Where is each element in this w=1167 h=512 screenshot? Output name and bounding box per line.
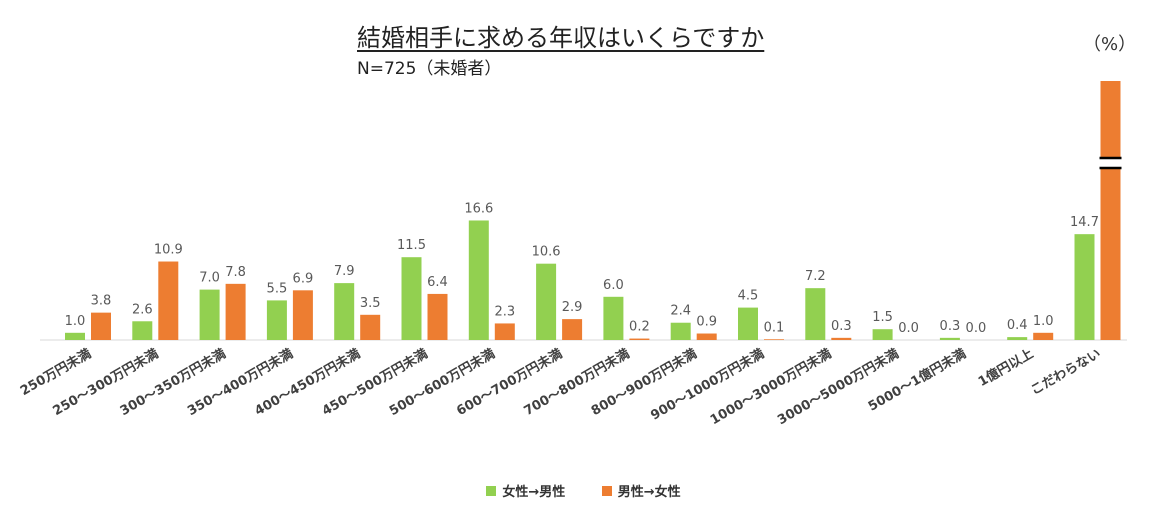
bar-series1-11 — [831, 337, 852, 340]
x-tick-label: こだわらない — [1028, 346, 1103, 398]
bar-series1-0 — [91, 312, 111, 340]
data-label: 10.9 — [154, 243, 183, 258]
data-label: 7.0 — [199, 271, 220, 286]
bar-series1-14 — [1033, 332, 1054, 340]
bar-series0-6 — [468, 220, 489, 340]
data-label: 0.3 — [831, 319, 852, 334]
bar-series1-8 — [629, 338, 650, 340]
data-label: 0.9 — [696, 315, 717, 330]
data-label: 2.3 — [494, 304, 515, 319]
data-label: 16.6 — [464, 201, 493, 216]
x-tick-label: 1000～3000万円未満 — [707, 346, 834, 429]
bar-series0-5 — [401, 257, 422, 340]
bar-series1-6 — [494, 323, 515, 340]
legend-swatch-male-to-female — [601, 485, 612, 496]
bar-series0-4 — [334, 283, 355, 340]
bar-series0-11 — [805, 288, 826, 340]
data-label: 1.0 — [1033, 314, 1054, 329]
break-mark-gap — [1099, 157, 1122, 169]
x-tick-label: 500～600万円未満 — [386, 346, 497, 419]
x-tick-label: 900～1000万円未満 — [648, 346, 767, 424]
bar-series0-1 — [132, 321, 153, 340]
x-tick-label: 1億円以上 — [975, 346, 1036, 390]
legend-label-female-to-male: 女性→男性 — [502, 485, 566, 500]
bar-series1-5 — [427, 293, 448, 340]
x-tick-label: 3000～5000万円未満 — [775, 346, 902, 429]
data-label: 4.5 — [738, 289, 759, 304]
legend-item-female-to-male: 女性→男性 — [486, 481, 565, 500]
bar-series1-10 — [764, 339, 784, 340]
bar-series1-1 — [158, 261, 179, 340]
x-tick-label: 600～700万円未満 — [454, 346, 565, 419]
data-label: 5.5 — [267, 281, 288, 296]
bar-series1-3 — [292, 290, 313, 340]
x-tick-label: 300～350万円未満 — [117, 346, 228, 419]
data-label: 0.1 — [764, 320, 785, 335]
data-label: 2.6 — [132, 302, 153, 317]
data-label: 0.0 — [898, 321, 919, 336]
legend: 女性→男性 男性→女性 — [0, 481, 1167, 500]
chart-title: 結婚相手に求める年収はいくらですか — [357, 24, 765, 52]
bar-series1-2 — [225, 283, 246, 340]
data-label: 10.6 — [532, 245, 561, 260]
x-tick-label: 250～300万円未満 — [50, 346, 161, 419]
bar-series0-14 — [1007, 337, 1028, 340]
x-tick-label: 700～800万円未満 — [521, 346, 632, 419]
data-label: 6.9 — [293, 271, 314, 286]
data-label: 7.2 — [805, 269, 826, 284]
data-label: 7.8 — [225, 265, 246, 280]
bar-series1-7 — [562, 319, 583, 340]
bar-series0-7 — [536, 263, 557, 340]
bar-series0-3 — [266, 300, 287, 340]
bar-series0-9 — [670, 322, 691, 340]
chart-subtitle: N=725（未婚者） — [357, 59, 502, 79]
data-label: 6.0 — [603, 278, 624, 293]
unit-label: （%） — [1083, 34, 1137, 55]
data-label: 6.4 — [427, 275, 448, 290]
bar-series0-15 — [1074, 234, 1095, 340]
legend-swatch-female-to-male — [486, 485, 497, 496]
data-label: 14.7 — [1070, 215, 1099, 230]
data-label: 7.9 — [334, 264, 355, 279]
legend-label-male-to-female: 男性→女性 — [617, 485, 681, 500]
x-tick-label: 450～500万円未満 — [319, 346, 430, 419]
data-label: 1.0 — [65, 314, 86, 329]
bar-series0-10 — [738, 307, 758, 340]
bar-series0-8 — [603, 296, 624, 340]
data-label: 0.2 — [629, 320, 650, 335]
x-tick-label: 800～900万円未満 — [588, 346, 699, 419]
bar-series0-2 — [199, 289, 220, 340]
bar-series0-12 — [872, 329, 893, 340]
bar-series0-13 — [939, 337, 960, 340]
data-label: 11.5 — [397, 238, 426, 253]
bar-series1-9 — [696, 333, 717, 340]
legend-item-male-to-female: 男性→女性 — [601, 481, 681, 500]
data-label: 3.5 — [360, 296, 381, 311]
data-label: 1.5 — [872, 310, 893, 325]
data-label: 2.4 — [670, 304, 691, 319]
bar-broken-1-15 — [1100, 81, 1121, 340]
data-label: 0.3 — [940, 319, 961, 334]
x-tick-label: 350～400万円未満 — [185, 346, 296, 419]
data-label: 3.8 — [91, 294, 112, 309]
data-label: 2.9 — [562, 300, 583, 315]
x-tick-label: 400～450万円未満 — [252, 346, 363, 419]
data-label: 0.0 — [966, 321, 987, 336]
data-label: 0.4 — [1007, 318, 1028, 333]
bar-series1-4 — [360, 314, 381, 340]
bar-series0-0 — [65, 332, 85, 340]
